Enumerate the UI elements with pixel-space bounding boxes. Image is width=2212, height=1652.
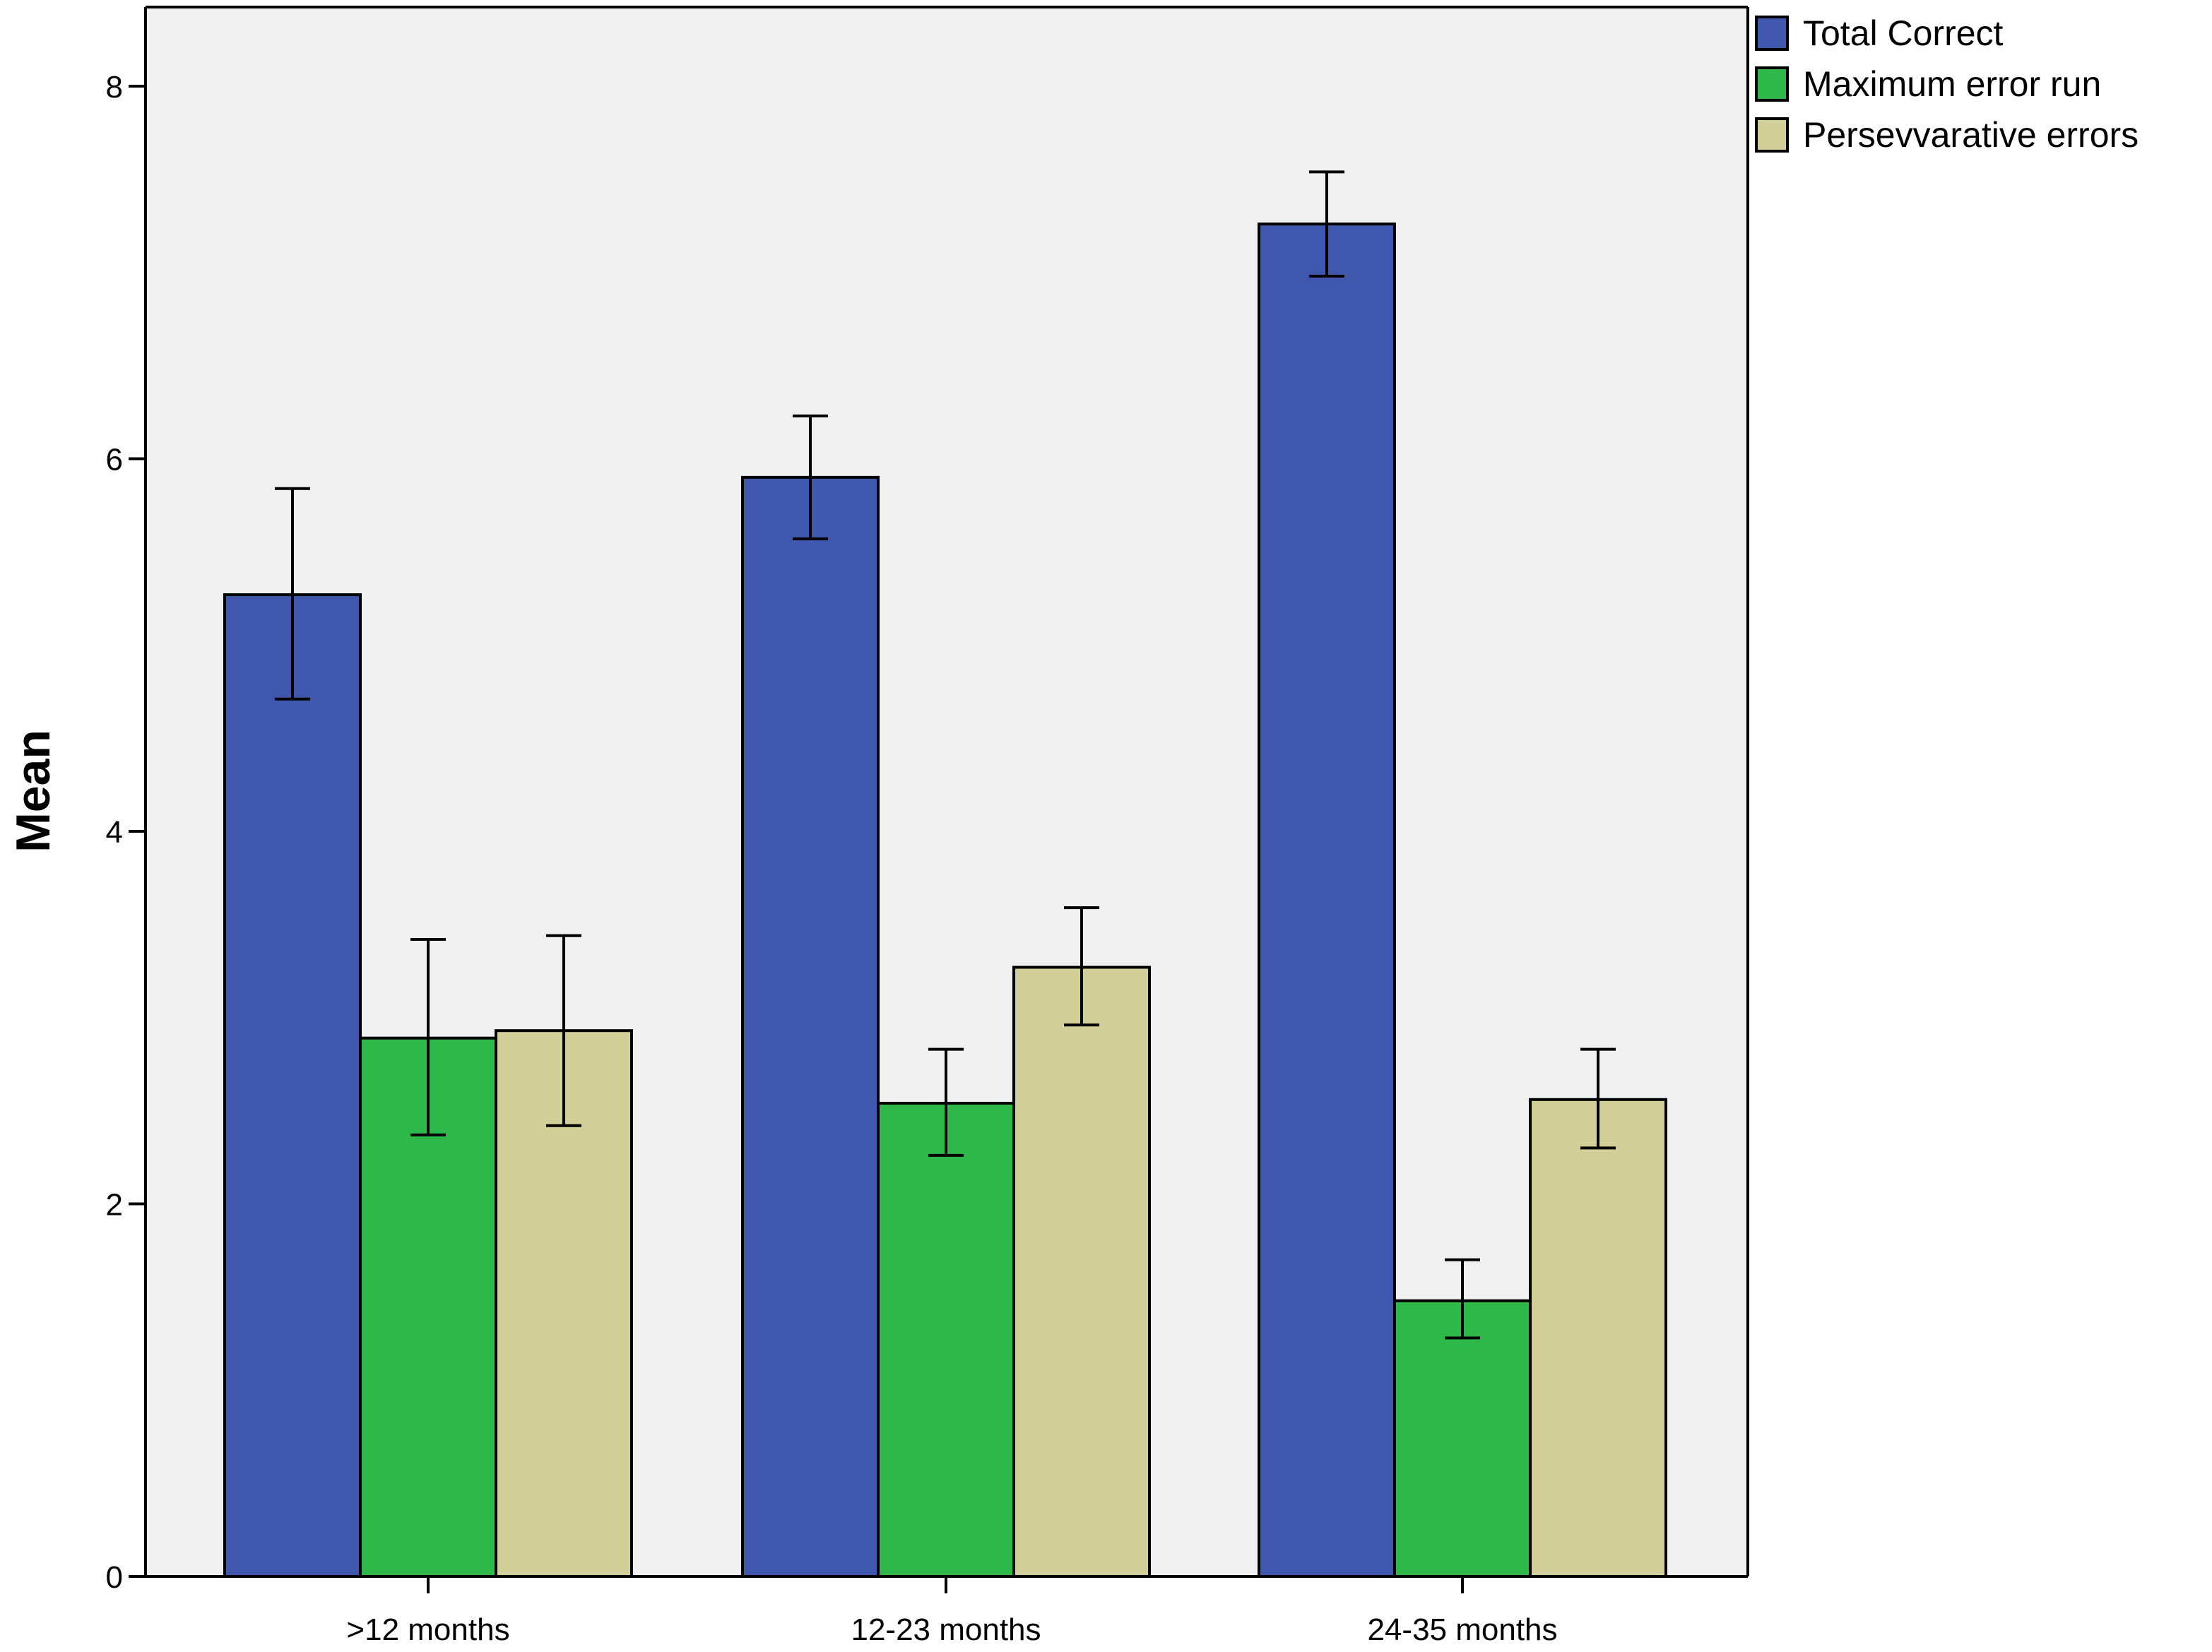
legend-swatch xyxy=(1755,66,1789,102)
y-tick-label: 0 xyxy=(106,1560,123,1595)
error-bars-layer xyxy=(275,170,1616,1340)
bar-total-correct-0 xyxy=(223,593,362,1578)
y-ticks: 0 2 4 6 8 xyxy=(106,70,146,1595)
y-tick-label: 8 xyxy=(106,70,123,105)
x-ticks: >12 months 12-23 months 24-35 months xyxy=(346,1576,1558,1647)
legend-label: Total Correct xyxy=(1803,13,2004,53)
y-axis-title: Mean xyxy=(6,730,60,852)
y-tick-label: 4 xyxy=(106,815,123,850)
y-tick-label: 6 xyxy=(106,443,123,477)
bar-persevvarative-errors-2 xyxy=(1529,1098,1667,1579)
legend-swatch xyxy=(1755,16,1789,51)
bar-total-correct-2 xyxy=(1258,222,1396,1578)
bars-layer xyxy=(223,222,1667,1579)
bar-persevvarative-errors-1 xyxy=(1012,965,1151,1578)
legend: Total Correct Maximum error run Persevvara… xyxy=(1755,13,2139,155)
legend-label: Maximum error run xyxy=(1803,64,2101,104)
legend-label: Persevvarative errors xyxy=(1803,115,2139,155)
bar-maximum-error-run-1 xyxy=(877,1102,1015,1578)
legend-swatch xyxy=(1755,117,1789,153)
x-tick-label: 12-23 months xyxy=(851,1612,1041,1647)
bar-maximum-error-run-2 xyxy=(1393,1299,1532,1579)
y-tick-label: 2 xyxy=(106,1188,123,1223)
bar-total-correct-1 xyxy=(741,475,880,1578)
x-tick-label: 24-35 months xyxy=(1367,1612,1557,1647)
x-tick-label: >12 months xyxy=(346,1612,509,1647)
